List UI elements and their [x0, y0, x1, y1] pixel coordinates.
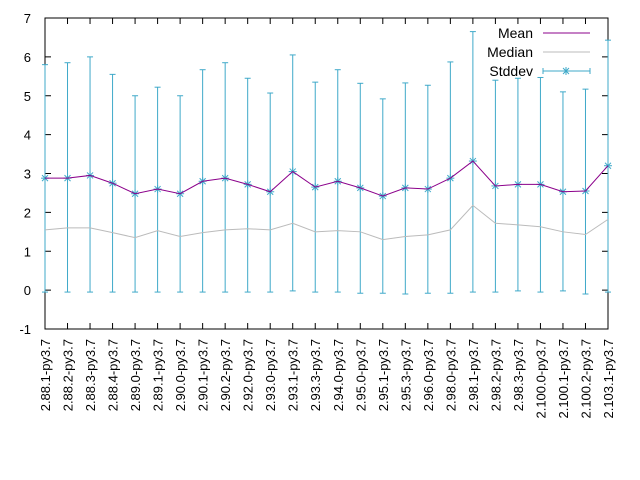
x-tick-label: 2.88.3-py3.7 — [83, 339, 98, 411]
y-tick-label: 2 — [24, 205, 31, 220]
x-tick-label: 2.96.0-py3.7 — [421, 339, 436, 411]
y-tick-label: 6 — [24, 50, 31, 65]
legend-label: Mean — [498, 25, 533, 41]
x-tick-label: 2.88.1-py3.7 — [38, 339, 53, 411]
legend-label: Median — [487, 44, 533, 60]
x-tick-label: 2.100.2-py3.7 — [578, 339, 593, 419]
y-tick-label: 7 — [24, 11, 31, 26]
y-tick-label: 3 — [24, 167, 31, 182]
x-tick-label: 2.93.3-py3.7 — [308, 339, 323, 411]
x-tick-label: 2.88.4-py3.7 — [106, 339, 121, 411]
x-axis: 2.88.1-py3.7 2.88.2-py3.7 2.88.3-py3.7 2.88… — [38, 18, 616, 419]
x-tick-label: 2.98.0-py3.7 — [443, 339, 458, 411]
x-tick-label: 2.95.3-py3.7 — [398, 339, 413, 411]
y-tick-label: 5 — [24, 89, 31, 104]
x-tick-label: 2.100.0-py3.7 — [533, 339, 548, 419]
x-tick-label: 2.92.0-py3.7 — [241, 339, 256, 411]
y-axis: -1 0 1 2 3 4 5 6 7 — [19, 11, 608, 337]
star-d2 — [562, 67, 570, 75]
x-tick-label: 2.90.1-py3.7 — [196, 339, 211, 411]
series-median — [44, 204, 609, 241]
x-tick-label: 2.93.0-py3.7 — [263, 339, 278, 411]
legend: Mean Median Stddev — [487, 25, 591, 79]
x-tick-label: 2.98.1-py3.7 — [466, 339, 481, 411]
median-line — [44, 204, 609, 241]
mean-line — [45, 160, 609, 197]
x-tick-label: 2.95.1-py3.7 — [376, 339, 391, 411]
x-tick-label: 2.100.1-py3.7 — [556, 339, 571, 419]
y-tick-label: 0 — [24, 283, 31, 298]
series-layer — [41, 31, 612, 295]
series-mean — [45, 160, 609, 197]
legend-marker — [562, 67, 570, 75]
x-tick-label: 2.98.2-py3.7 — [488, 339, 503, 411]
x-tick-label: 2.90.0-py3.7 — [173, 339, 188, 411]
x-tick-label: 2.89.1-py3.7 — [151, 339, 166, 411]
y-tick-label: 1 — [24, 244, 31, 259]
x-tick-label: 2.93.1-py3.7 — [286, 339, 301, 411]
x-tick-label: 2.88.2-py3.7 — [61, 339, 76, 411]
x-tick-label: 2.103.1-py3.7 — [601, 339, 616, 419]
x-tick-label: 2.95.0-py3.7 — [353, 339, 368, 411]
y-tick-label: 4 — [24, 128, 31, 143]
legend-label: Stddev — [489, 63, 533, 79]
x-tick-label: 2.89.0-py3.7 — [128, 339, 143, 411]
x-tick-label: 2.90.2-py3.7 — [218, 339, 233, 411]
x-tick-label: 2.98.3-py3.7 — [511, 339, 526, 411]
x-tick-label: 2.94.0-py3.7 — [331, 339, 346, 411]
y-tick-label: -1 — [19, 322, 31, 337]
